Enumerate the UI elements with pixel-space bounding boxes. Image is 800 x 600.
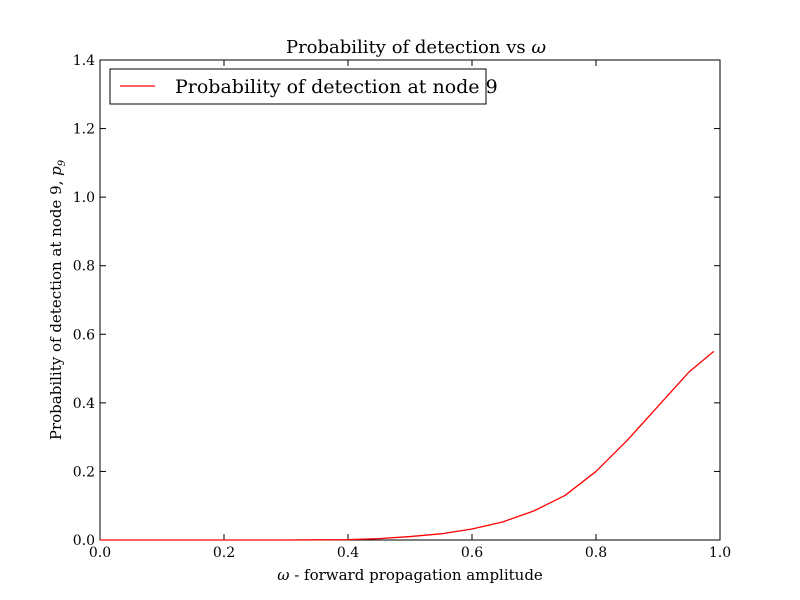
series-line-0 [100, 350, 715, 541]
x-axis-label: ω - forward propagation amplitude [277, 566, 543, 584]
legend-box [109, 68, 487, 105]
y-tick-label: 0.0 [73, 533, 95, 549]
y-tick-label: 0.4 [73, 396, 95, 412]
y-tick-label: 1.2 [73, 122, 95, 138]
legend-label: Probability of detection at node 9 [175, 76, 498, 98]
series-layer [100, 350, 715, 541]
y-axis-label: Probability of detection at node 9, p9 [47, 159, 68, 440]
legend: Probability of detection at node 9 [109, 68, 498, 105]
x-tick-label: 1.0 [709, 545, 731, 561]
x-tick-label: 0.0 [89, 545, 111, 561]
y-tick-label: 0.8 [73, 259, 95, 275]
y-tick-label: 0.6 [73, 327, 95, 343]
x-tick-label: 0.4 [337, 545, 359, 561]
x-tick-label: 0.8 [585, 545, 607, 561]
y-tick-label: 1.4 [73, 53, 95, 69]
y-tick-label: 1.0 [73, 190, 95, 206]
chart-title: Probability of detection vs ω [286, 37, 546, 58]
x-tick-label: 0.2 [213, 545, 235, 561]
plot-area [99, 59, 721, 541]
x-axis-ticks: 0.0 0.2 0.4 0.6 0.8 1.0 [89, 60, 731, 561]
x-tick-label: 0.6 [461, 545, 483, 561]
y-tick-label: 0.2 [73, 464, 95, 480]
